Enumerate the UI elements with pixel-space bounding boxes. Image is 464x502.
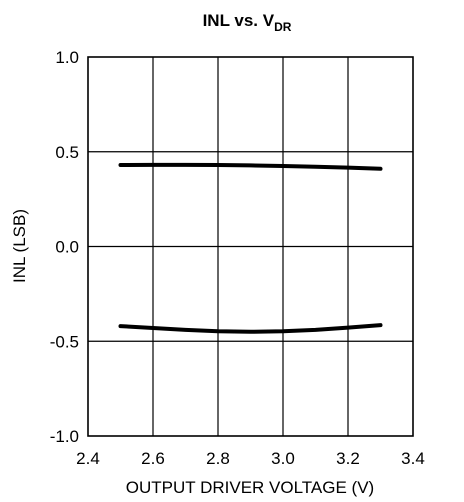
x-tick-label: 2.6 <box>141 449 165 468</box>
x-tick-label: 2.4 <box>76 449 100 468</box>
y-tick-label: -0.5 <box>50 332 79 351</box>
chart-title-main: INL vs. V <box>203 11 275 30</box>
chart-title: INL vs. VDR <box>203 11 292 34</box>
x-tick-label: 3.4 <box>401 449 425 468</box>
y-tick-label: -1.0 <box>50 427 79 446</box>
x-tick-label: 2.8 <box>206 449 230 468</box>
y-tick-label: 0.5 <box>55 143 79 162</box>
x-tick-labels: 2.4 2.6 2.8 3.0 3.2 3.4 <box>76 449 425 468</box>
x-tick-label: 3.0 <box>271 449 295 468</box>
series-group <box>118 162 383 334</box>
y-tick-label: 1.0 <box>55 48 79 67</box>
series-line-1 <box>118 162 383 171</box>
x-tick-label: 3.2 <box>336 449 360 468</box>
series-line-2 <box>118 323 383 334</box>
y-tick-label: 0.0 <box>55 238 79 257</box>
chart-title-subscript: DR <box>274 20 292 34</box>
grid-lines <box>88 57 413 436</box>
plot-frame <box>87 56 414 437</box>
y-tick-labels: 1.0 0.5 0.0 -0.5 -1.0 <box>50 48 79 446</box>
x-axis-title: OUTPUT DRIVER VOLTAGE (V) <box>126 478 374 497</box>
y-axis-title: INL (LSB) <box>10 209 29 283</box>
